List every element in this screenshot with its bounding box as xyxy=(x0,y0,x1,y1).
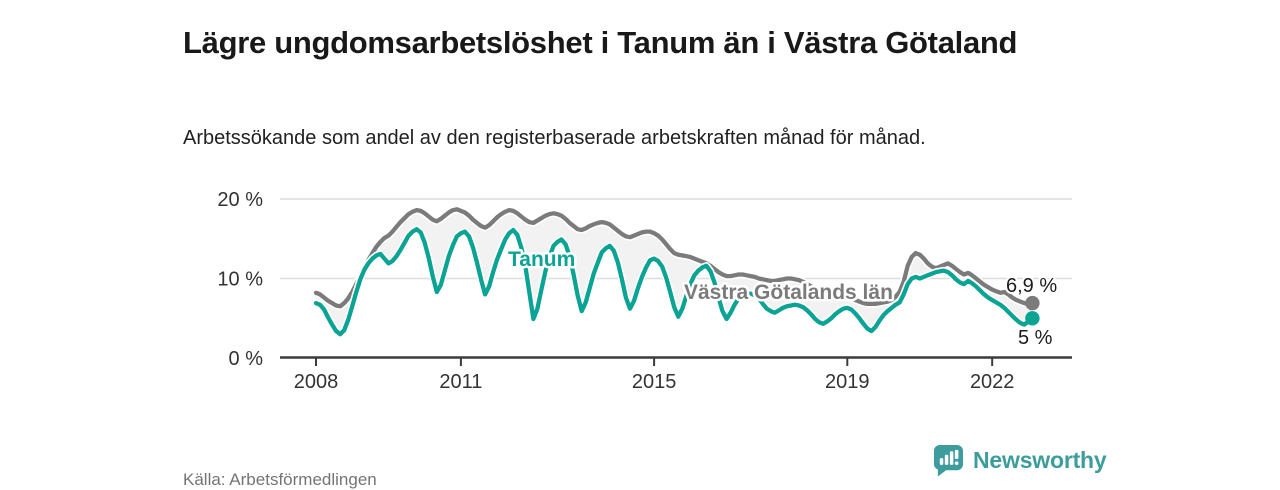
page-subtitle: Arbetssökande som andel av den registerb… xyxy=(183,127,926,149)
region-end-dot xyxy=(1025,295,1040,311)
x-tick-label: 2008 xyxy=(294,371,339,393)
y-tick-label: 0 % xyxy=(229,348,264,370)
x-axis-ticks: 2008 2011 2015 2019 2022 xyxy=(294,358,1015,393)
x-tick-label: 2022 xyxy=(970,371,1015,393)
page-title: Lägre ungdomsarbetslöshet i Tanum än i V… xyxy=(183,24,1018,60)
tanum-series-label: Tanum xyxy=(508,248,575,271)
y-tick-label: 20 % xyxy=(217,189,263,211)
chart-svg: 2008 2011 2015 2019 2022 0 % 10 % 20 % Tanum V… xyxy=(217,189,1072,393)
source-note: Källa: Arbetsförmedlingen xyxy=(183,470,377,489)
region-line xyxy=(313,207,1035,309)
y-tick-label: 10 % xyxy=(217,269,263,291)
x-tick-label: 2011 xyxy=(439,371,482,393)
x-tick-label: 2015 xyxy=(632,371,677,393)
brand-name: Newsworthy xyxy=(973,447,1107,473)
bar-chart-bubble-icon xyxy=(933,445,964,477)
y-axis-labels: 0 % 10 % 20 % xyxy=(217,189,263,370)
bubble-shape xyxy=(933,445,964,477)
brand-logo: Newsworthy xyxy=(933,444,1107,477)
tanum-line xyxy=(313,227,1035,337)
tanum-end-dot xyxy=(1025,311,1040,326)
page: { "header": { "title": "Lägre ungdomsarb… xyxy=(183,24,1107,489)
x-tick-label: 2019 xyxy=(825,371,870,393)
region-end-value-label: 6,9 % xyxy=(1006,275,1057,297)
region-series-label: Västra Götalands län xyxy=(684,281,893,304)
tanum-end-value-label: 5 % xyxy=(1018,327,1053,349)
